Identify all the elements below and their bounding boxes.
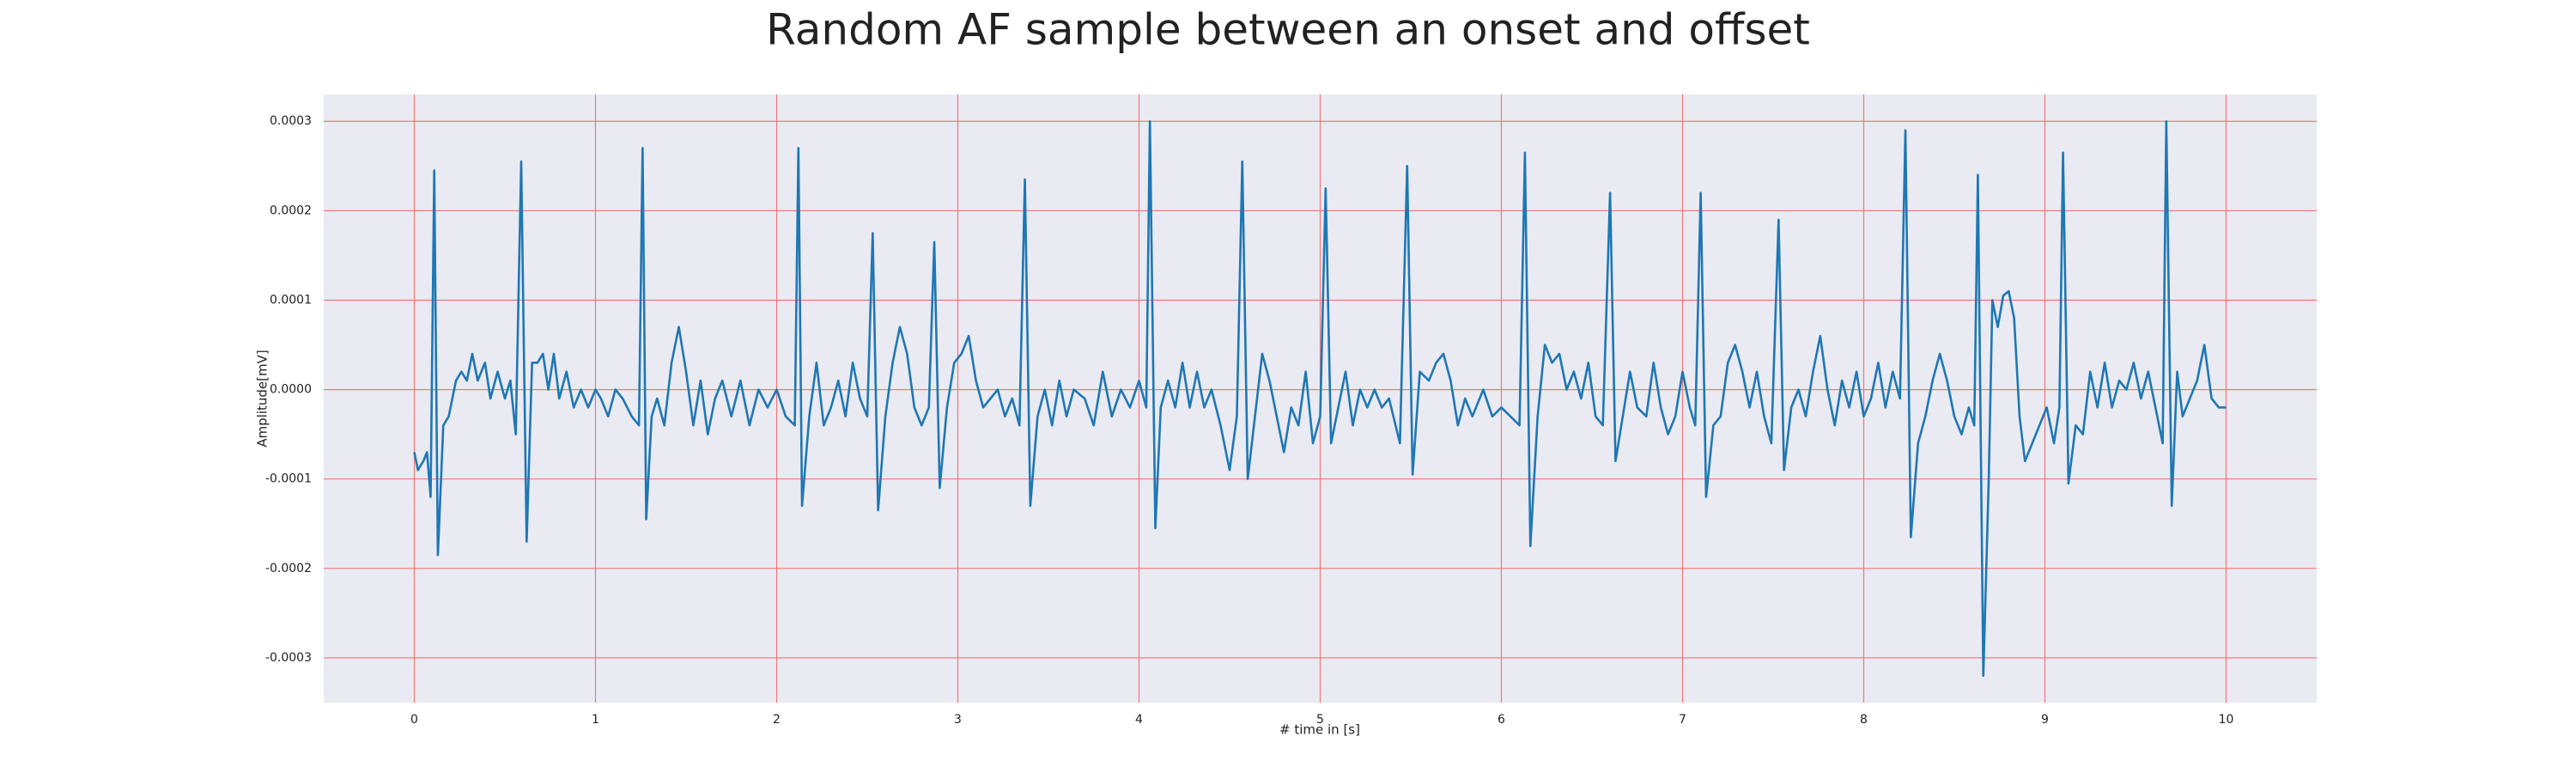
y-tick-label: -0.0002 (265, 562, 312, 575)
y-tick-label: 0.0003 (270, 114, 312, 128)
x-tick-label: 5 (1316, 713, 1324, 727)
y-tick-label: -0.0003 (265, 651, 312, 665)
x-tick-label: 10 (2219, 713, 2234, 727)
x-tick-label: 6 (1498, 713, 1505, 727)
x-tick-label: 0 (410, 713, 418, 727)
x-tick-label: 3 (954, 713, 962, 727)
x-tick-label: 4 (1135, 713, 1143, 727)
x-tick-label: 2 (773, 713, 781, 727)
x-tick-label: 8 (1860, 713, 1868, 727)
y-tick-label: -0.0001 (265, 472, 312, 486)
x-axis-label: # time in [s] (1279, 722, 1360, 738)
x-tick-label: 1 (592, 713, 599, 727)
chart-title: Random AF sample between an onset and of… (766, 5, 1810, 55)
y-tick-label: 0.0001 (270, 293, 312, 307)
y-tick-label: 0.0002 (270, 204, 312, 217)
y-axis-label: Amplitude[mV] (255, 350, 270, 447)
signal-line (413, 119, 2227, 678)
y-tick-label: 0.0000 (270, 383, 312, 397)
x-tick-label: 7 (1679, 713, 1686, 727)
x-tick-label: 9 (2041, 713, 2049, 727)
